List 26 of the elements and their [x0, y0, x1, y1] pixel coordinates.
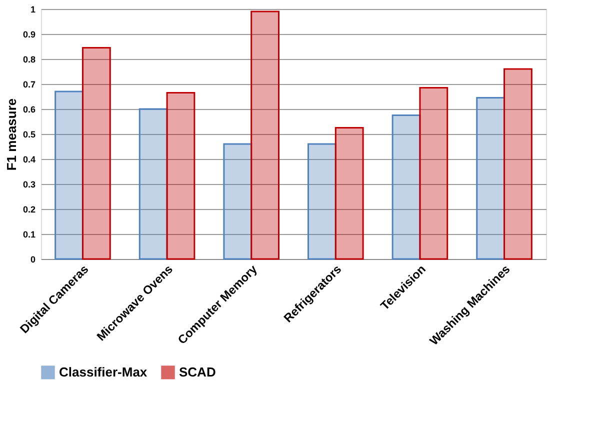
bar	[223, 143, 252, 260]
legend-label: Classifier-Max	[59, 364, 148, 380]
y-tick-label: 0.7	[22, 80, 36, 90]
bar	[392, 114, 421, 260]
y-tick-label: 0.2	[22, 204, 36, 214]
bar	[82, 47, 111, 260]
y-tick-label: 0.3	[22, 180, 36, 190]
bar	[138, 108, 168, 260]
bar	[504, 68, 532, 260]
bar	[308, 143, 336, 260]
y-tick-label: 0.6	[22, 104, 36, 114]
y-tick-label: 0.8	[22, 54, 36, 64]
bar	[166, 92, 196, 260]
legend-label: SCAD	[179, 364, 216, 380]
y-tick-label: 0.1	[22, 230, 36, 240]
y-axis-title: F1 measure	[4, 98, 19, 171]
bar	[250, 10, 280, 260]
bar	[476, 97, 506, 260]
y-tick-label: 0.4	[22, 154, 36, 164]
bar	[334, 127, 364, 260]
y-tick-label: 0.9	[22, 30, 36, 40]
bar	[54, 90, 84, 260]
y-tick-label: 0.5	[22, 130, 36, 140]
bar	[419, 87, 448, 260]
y-tick-label: 0	[30, 254, 36, 264]
y-tick-label: 1	[30, 4, 36, 14]
